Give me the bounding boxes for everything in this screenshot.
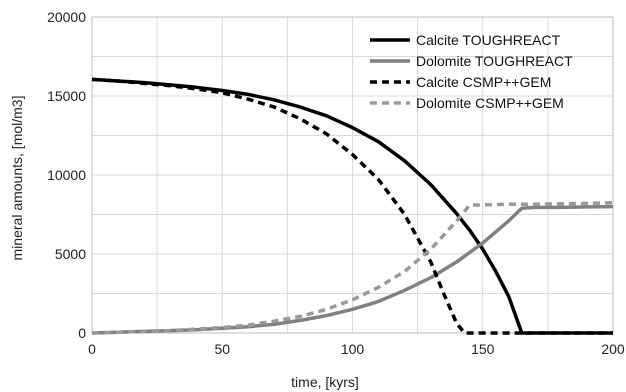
legend-entry: Dolomite CSMP++GEM — [416, 95, 564, 111]
legend-entry: Calcite TOUGHREACT — [416, 32, 561, 48]
legend-entry: Dolomite TOUGHREACT — [416, 53, 573, 69]
y-tick-label: 20000 — [47, 9, 86, 25]
plot-frame — [91, 16, 614, 334]
x-tick-label: 100 — [341, 341, 365, 357]
legend: Calcite TOUGHREACT Dolomite TOUGHREACT Cal… — [370, 32, 573, 111]
series-lines — [91, 77, 614, 335]
x-axis-ticks: 0 50 100 150 200 — [88, 341, 625, 357]
x-tick-label: 200 — [601, 341, 625, 357]
series-line-calcite-csmp-gem — [91, 77, 613, 335]
legend-entry: Calcite CSMP++GEM — [416, 74, 551, 90]
x-tick-label: 150 — [471, 341, 495, 357]
y-tick-label: 10000 — [47, 167, 86, 183]
y-tick-label: 5000 — [55, 246, 86, 262]
series-line-dolomite-toughreact — [91, 204, 614, 335]
y-axis-ticks: 0 5000 10000 15000 20000 — [47, 9, 86, 341]
y-tick-label: 0 — [78, 325, 86, 341]
x-tick-label: 50 — [214, 341, 230, 357]
x-axis-title: time, [kyrs] — [291, 374, 359, 390]
y-axis-title: mineral amounts, [mol/m3] — [9, 96, 25, 261]
y-tick-label: 15000 — [47, 88, 86, 104]
series-line-dolomite-csmp-gem — [91, 200, 614, 335]
x-tick-label: 0 — [88, 341, 96, 357]
